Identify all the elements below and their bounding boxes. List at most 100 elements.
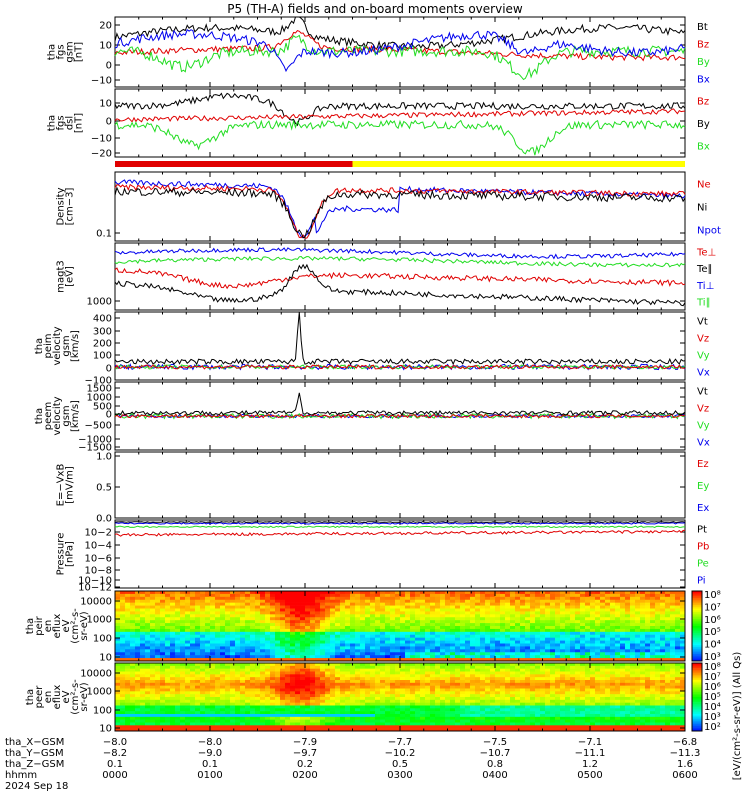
- heatmap-cell: [325, 694, 331, 698]
- heatmap-cell: [395, 668, 401, 672]
- heatmap-cell: [280, 643, 286, 647]
- heatmap-cell: [575, 652, 581, 656]
- heatmap-cell: [375, 680, 381, 684]
- heatmap-cell: [430, 614, 436, 618]
- heatmap-cell: [150, 614, 156, 618]
- heatmap-cell: [335, 617, 341, 621]
- heatmap-cell: [300, 674, 306, 678]
- heatmap-cell: [135, 628, 141, 633]
- heatmap-cell: [590, 655, 596, 659]
- heatmap-cell: [620, 637, 626, 641]
- heatmap-cell: [275, 728, 281, 732]
- heatmap-cell: [345, 691, 351, 695]
- heatmap-cell: [510, 640, 516, 644]
- heatmap-cell: [325, 596, 331, 601]
- heatmap-cell: [555, 631, 561, 636]
- heatmap-cell: [435, 685, 441, 689]
- heatmap-cell: [260, 614, 266, 618]
- heatmap-cell: [255, 596, 261, 601]
- heatmap-cell: [545, 643, 551, 647]
- heatmap-cell: [390, 614, 396, 618]
- heatmap-cell: [405, 658, 411, 662]
- heatmap-cell: [195, 665, 201, 669]
- heatmap-cell: [370, 640, 376, 644]
- heatmap-cell: [405, 628, 411, 633]
- heatmap-cell: [230, 649, 236, 653]
- y-axis-label: [nPa]: [65, 541, 76, 567]
- heatmap-cell: [250, 614, 256, 618]
- heatmap-cell: [605, 614, 611, 618]
- heatmap-cell: [650, 617, 656, 621]
- heatmap-cell: [555, 634, 561, 638]
- y-tick-label: 0: [106, 410, 112, 421]
- heatmap-cell: [365, 694, 371, 698]
- heatmap-cell: [610, 637, 616, 641]
- heatmap-cell: [265, 617, 271, 621]
- heatmap-cell: [565, 643, 571, 647]
- heatmap-cell: [280, 626, 286, 630]
- heatmap-cell: [200, 671, 206, 675]
- heatmap-cell: [130, 611, 136, 615]
- heatmap-cell: [585, 593, 591, 598]
- heatmap-cell: [295, 665, 301, 669]
- heatmap-cell: [425, 697, 431, 701]
- heatmap-cell: [490, 640, 496, 644]
- heatmap-cell: [280, 634, 286, 638]
- heatmap-cell: [585, 628, 591, 633]
- heatmap-cell: [185, 674, 191, 678]
- heatmap-cell: [300, 626, 306, 630]
- heatmap-cell: [300, 599, 306, 603]
- heatmap-cell: [195, 677, 201, 681]
- heatmap-cell: [365, 643, 371, 647]
- heatmap-cell: [375, 697, 381, 701]
- series-bx: [114, 29, 686, 73]
- heatmap-cell: [350, 649, 356, 653]
- heatmap-cell: [375, 688, 381, 692]
- heatmap-cell: [280, 671, 286, 675]
- heatmap-cell: [135, 631, 141, 636]
- heatmap-cell: [255, 685, 261, 689]
- heatmap-cell: [595, 646, 601, 650]
- heatmap-cell: [240, 714, 246, 718]
- legend-Ez: Ez: [697, 459, 709, 470]
- heatmap-cell: [205, 699, 211, 703]
- heatmap-cell: [310, 694, 316, 698]
- heatmap-cell: [285, 649, 291, 653]
- heatmap-cell: [155, 649, 161, 653]
- heatmap-cell: [420, 680, 426, 684]
- heatmap-cell: [485, 626, 491, 630]
- heatmap-cell: [360, 614, 366, 618]
- heatmap-cell: [540, 628, 546, 633]
- heatmap-cell: [355, 728, 361, 732]
- heatmap-cell: [155, 614, 161, 618]
- heatmap-cell: [380, 719, 386, 723]
- heatmap-cell: [270, 591, 276, 595]
- y-axis-label: E=−VxB: [56, 464, 67, 507]
- heatmap-cell: [560, 640, 566, 644]
- heatmap-cell: [125, 626, 131, 630]
- y-axis-label: gsm: [65, 41, 76, 62]
- heatmap-cell: [415, 680, 421, 684]
- heatmap-cell: [280, 605, 286, 609]
- heatmap-cell: [410, 626, 416, 630]
- heatmap-cell: [455, 602, 461, 606]
- y-axis-label: [mV/m]: [65, 466, 76, 504]
- heatmap-cell: [495, 608, 501, 612]
- heatmap-cell: [425, 714, 431, 718]
- heatmap-cell: [585, 617, 591, 621]
- heatmap-cell: [545, 611, 551, 615]
- heatmap-cell: [560, 626, 566, 630]
- heatmap-cell: [295, 637, 301, 641]
- heatmap-cell: [375, 591, 381, 595]
- heatmap-cell: [545, 634, 551, 638]
- heatmap-cell: [200, 637, 206, 641]
- heatmap-cell: [245, 599, 251, 603]
- heatmap-cell: [130, 591, 136, 595]
- heatmap-cell: [405, 663, 411, 667]
- heatmap-cell: [275, 608, 281, 612]
- heatmap-cell: [310, 685, 316, 689]
- heatmap-cell: [330, 658, 336, 662]
- heatmap-cell: [305, 646, 311, 650]
- heatmap-cell: [425, 611, 431, 615]
- heatmap-cell: [435, 640, 441, 644]
